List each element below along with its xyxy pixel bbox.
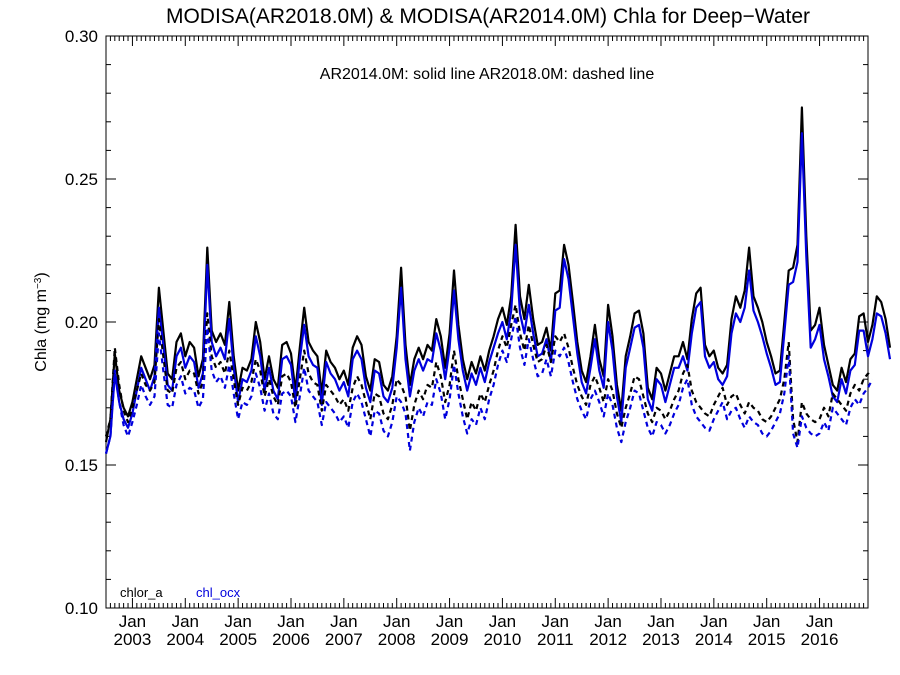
x-tick-month-label: Jan bbox=[330, 612, 357, 631]
x-axis: Jan2003Jan2004Jan2005Jan2006Jan2007Jan20… bbox=[105, 36, 869, 649]
x-tick-year-label: 2015 bbox=[748, 630, 786, 649]
x-tick-year-label: 2012 bbox=[589, 630, 627, 649]
line-style-annotation: AR2014.0M: solid line AR2018.0M: dashed … bbox=[320, 66, 655, 83]
x-tick-month-label: Jan bbox=[172, 612, 199, 631]
x-tick-month-label: Jan bbox=[489, 612, 516, 631]
series-line-chlor-a-ar2018-0m bbox=[104, 303, 873, 444]
x-tick-month-label: Jan bbox=[224, 612, 251, 631]
x-tick-month-label: Jan bbox=[542, 612, 569, 631]
x-tick-year-label: 2016 bbox=[801, 630, 839, 649]
x-tick-year-label: 2013 bbox=[642, 630, 680, 649]
x-tick-year-label: 2010 bbox=[484, 630, 522, 649]
x-tick-year-label: 2007 bbox=[325, 630, 363, 649]
y-axis: 0.10 0.15 0.20 0.25 0.30 bbox=[65, 27, 868, 618]
legend: chlor_a chl_ocx bbox=[120, 585, 241, 600]
y-tick-label: 0.20 bbox=[65, 313, 98, 332]
x-tick-month-label: Jan bbox=[594, 612, 621, 631]
x-tick-month-label: Jan bbox=[806, 612, 833, 631]
legend-chl-ocx: chl_ocx bbox=[196, 585, 241, 600]
x-tick-month-label: Jan bbox=[700, 612, 727, 631]
x-tick-year-label: 2003 bbox=[114, 630, 152, 649]
x-tick-year-label: 2006 bbox=[272, 630, 310, 649]
y-axis-label-main: Chla (mg m bbox=[33, 289, 50, 372]
x-tick-month-label: Jan bbox=[436, 612, 463, 631]
y-axis-label-close: ) bbox=[33, 272, 50, 277]
x-tick-month-label: Jan bbox=[383, 612, 410, 631]
series-line-chlor-a-ar2014-0m bbox=[104, 106, 892, 443]
x-tick-month-label: Jan bbox=[647, 612, 674, 631]
y-axis-label-exponent: −3 bbox=[33, 277, 44, 289]
y-axis-label: Chla (mg m−3) bbox=[33, 272, 51, 371]
series-lines bbox=[104, 106, 892, 454]
x-tick-month-label: Jan bbox=[753, 612, 780, 631]
series-line-chl-ocx-ar2014-0m bbox=[104, 132, 892, 454]
plot-frame bbox=[105, 35, 869, 609]
x-tick-month-label: Jan bbox=[277, 612, 304, 631]
y-tick-label: 0.15 bbox=[65, 456, 98, 475]
x-tick-year-label: 2008 bbox=[378, 630, 416, 649]
x-tick-year-label: 2014 bbox=[695, 630, 733, 649]
x-tick-month-label: Jan bbox=[119, 612, 146, 631]
x-tick-year-label: 2011 bbox=[537, 630, 574, 649]
legend-chlor-a: chlor_a bbox=[120, 585, 163, 600]
x-tick-year-label: 2009 bbox=[431, 630, 469, 649]
y-tick-label: 0.10 bbox=[65, 599, 98, 618]
x-tick-year-label: 2004 bbox=[166, 630, 204, 649]
chart-title: MODISA(AR2018.0M) & MODISA(AR2014.0M) Ch… bbox=[166, 5, 810, 28]
y-tick-label: 0.30 bbox=[65, 27, 98, 46]
x-tick-year-label: 2005 bbox=[219, 630, 257, 649]
y-tick-label: 0.25 bbox=[65, 170, 98, 189]
